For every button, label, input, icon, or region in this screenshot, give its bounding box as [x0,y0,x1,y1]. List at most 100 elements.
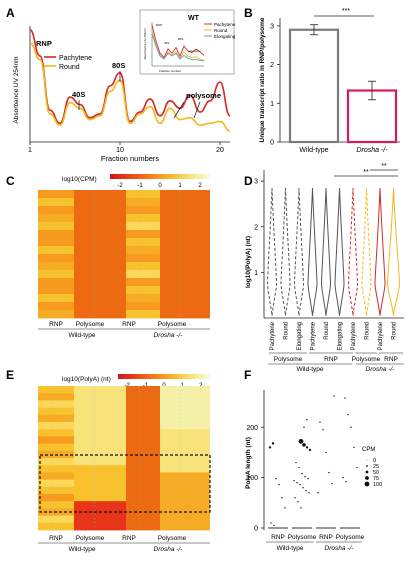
panel-e-cell-1-3 [74,407,126,416]
panel-d-violin-3 [307,187,318,316]
panel-d-ytick-0: 1 [254,270,258,277]
panel-d-cat-label-6: Pachytene [351,321,357,350]
panel-e-cell-1-19 [74,522,126,531]
panel-c-colorbar-title: log10(CPM) [62,176,97,183]
panel-a-xtick-1: 10 [116,147,124,154]
panel-label-b: B [244,6,253,20]
panel-a-rnp-label: RNP [36,39,52,48]
panel-f-ytick-0: 0 [254,526,258,533]
panel-c-cell-0-14 [38,302,74,311]
panel-f-point-39 [356,466,358,469]
panel-e-cell-3-12 [160,472,210,480]
panel-c-group-label-0: Wild-type [68,332,95,339]
panel-f-point-5 [284,507,286,509]
panel-e-col-label-1: Polysome [76,535,105,542]
panel-a-chart: Absorbance UV 254nm Fraction numbers 1 10… [13,9,236,163]
panel-e-cell-2-5 [126,422,160,430]
panel-f-y-ticks: 0 100 200 [246,425,264,533]
panel-e-cell-3-18 [160,515,210,524]
panel-e-highlight-box [39,454,211,513]
panel-e-cell-0-7 [38,436,74,444]
panel-a-inset-40s: 40S [164,41,169,45]
panel-a-inset-frame [139,9,235,75]
panel-c-cell-3-12 [160,286,210,295]
panel-e-cell-1-18 [74,515,126,524]
panel-f-point-17 [293,479,295,482]
panel-c-cell-0-2 [38,206,74,215]
panel-e-cell-2-4 [126,414,160,423]
panel-a-polysome-arrow-1 [173,101,185,119]
panel-b-ytick-3: 3 [270,23,274,30]
panel-c-col-label-0: RNP [49,321,63,328]
panel-d-significance-1: ** [363,169,369,176]
panel-f-point-8 [298,438,304,444]
panel-e-cell-1-0 [74,386,126,394]
panel-c-cell-3-4 [160,222,210,231]
panel-label-a: A [6,6,15,20]
panel-e-cell-2-7 [126,436,160,444]
panel-e-cell-3-8 [160,443,210,452]
panel-e-cell-1-10 [74,458,126,466]
panel-f-point-31 [325,451,327,454]
panel-c-cell-3-7 [160,246,210,255]
panel-f-point-22 [308,492,310,494]
panel-c-colorbar-tick-1: -1 [137,183,143,189]
panel-f-legend-dot-2 [365,470,369,474]
panel-c-cell-0-7 [38,246,74,255]
panel-c-cell-1-8 [74,254,126,263]
panel-f-point-25 [300,507,302,509]
panel-e-cell-2-16 [126,501,160,509]
panel-a-xlabel: Fraction numbers [101,154,160,163]
panel-c-cell-3-9 [160,262,210,271]
panel-c-cell-2-8 [126,254,160,263]
panel-f-point-13 [298,466,300,469]
panel-d-cat-label-5: Elongating [338,322,344,350]
panel-f-ylabel: PolyA length (nt) [245,437,252,489]
panel-f-point-12 [295,461,297,464]
panel-c-colorbar [110,174,210,179]
panel-d-group-label-0: Wild-type [296,366,323,373]
panel-e-cell-2-8 [126,443,160,452]
panel-f-point-33 [331,482,333,485]
panel-e-cell-2-12 [126,472,160,480]
panel-c-cell-3-5 [160,230,210,239]
panel-e-cell-3-13 [160,479,210,488]
panel-a-40s-label: 40S [72,90,85,99]
panel-f-point-37 [350,426,352,428]
panel-c-cell-2-12 [126,286,160,295]
panel-f-point-6 [270,522,272,524]
panel-f-legend-dot-3 [365,476,369,480]
panel-c-cell-2-2 [126,206,160,215]
panel-e-cell-3-5 [160,422,210,430]
panel-f-point-10 [305,446,309,449]
panel-c-cell-3-11 [160,278,210,287]
panel-f-point-34 [317,492,319,494]
panel-c-cell-0-0 [38,190,74,199]
panel-d-subgroup-label-2: Polysome [352,356,381,363]
panel-f-point-19 [299,483,301,486]
panel-label-d: D [244,174,253,188]
panel-c-heatmap: log10(CPM) -2 -1 0 1 2 RNP Polysome RNP Polysom… [38,174,210,339]
panel-f-point-1 [271,442,275,445]
panel-e-cell-0-3 [38,407,74,416]
panel-c-cell-1-1 [74,198,126,207]
panel-label-e: E [6,368,14,382]
panel-e-cell-2-18 [126,515,160,524]
panel-c-colorbar-tick-3: 1 [178,183,182,189]
panel-e-cell-1-11 [74,465,126,473]
panel-d-significance-2: ** [381,163,387,170]
panel-e-cell-3-16 [160,501,210,509]
panel-b-ytick-0: 0 [270,140,274,147]
panel-d-cat-label-2: Elongating [297,322,303,350]
panel-c-cell-0-3 [38,214,74,223]
panel-f-cat-label-0: RNP [271,534,285,541]
panel-e-cell-0-19 [38,522,74,531]
panel-f-point-27 [306,419,308,421]
panel-f-point-18 [296,481,298,484]
panel-e-column-labels: RNP Polysome RNP Polysome Wild-type Drosha -/… [38,535,210,553]
panel-e-cell-3-19 [160,522,210,531]
panel-f-point-7 [273,524,275,527]
panel-e-cell-0-2 [38,400,74,408]
panel-e-cell-3-14 [160,486,210,495]
